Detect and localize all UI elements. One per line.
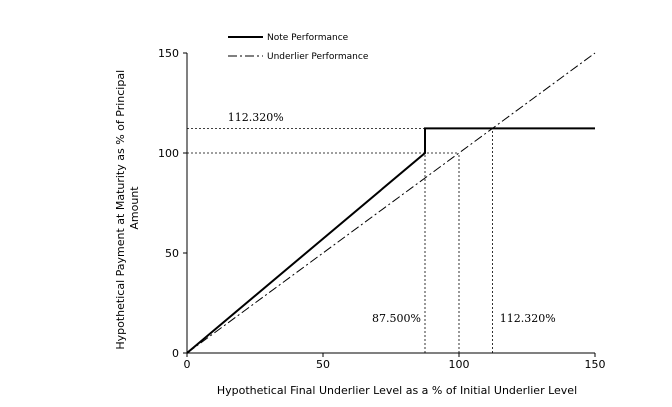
y-tick-label-3: 150 (158, 47, 179, 60)
tick-labels: 0 50 100 150 0 50 100 150 (158, 47, 606, 371)
y-axis-title-line-1: Hypothetical Payment at Maturity as % of… (114, 70, 127, 350)
reference-lines (187, 127, 493, 353)
legend-label-1: Underlier Performance (267, 52, 369, 62)
annotation-1: 87.500% (372, 312, 421, 325)
axes (183, 52, 596, 357)
legend: Note Performance Underlier Performance (228, 33, 369, 62)
y-tick-label-1: 50 (165, 247, 179, 260)
series-line-1 (186, 52, 596, 354)
x-tick-label-0: 0 (184, 358, 191, 371)
series-lines (186, 52, 596, 354)
y-axis-title: Hypothetical Payment at Maturity as % of… (114, 66, 141, 349)
x-tick-label-3: 150 (585, 358, 606, 371)
y-axis-title-line-2: Amount (128, 186, 141, 230)
y-tick-label-2: 100 (158, 147, 179, 160)
annotations: 112.320% 87.500% 112.320% (228, 111, 556, 325)
annotation-0: 112.320% (228, 111, 284, 124)
series-line-0 (186, 127, 595, 354)
annotation-2: 112.320% (500, 312, 556, 325)
x-tick-label-2: 100 (449, 358, 470, 371)
legend-label-0: Note Performance (267, 33, 349, 43)
x-tick-label-1: 50 (316, 358, 330, 371)
x-axis-title: Hypothetical Final Underlier Level as a … (217, 384, 577, 397)
y-tick-label-0: 0 (172, 347, 179, 360)
